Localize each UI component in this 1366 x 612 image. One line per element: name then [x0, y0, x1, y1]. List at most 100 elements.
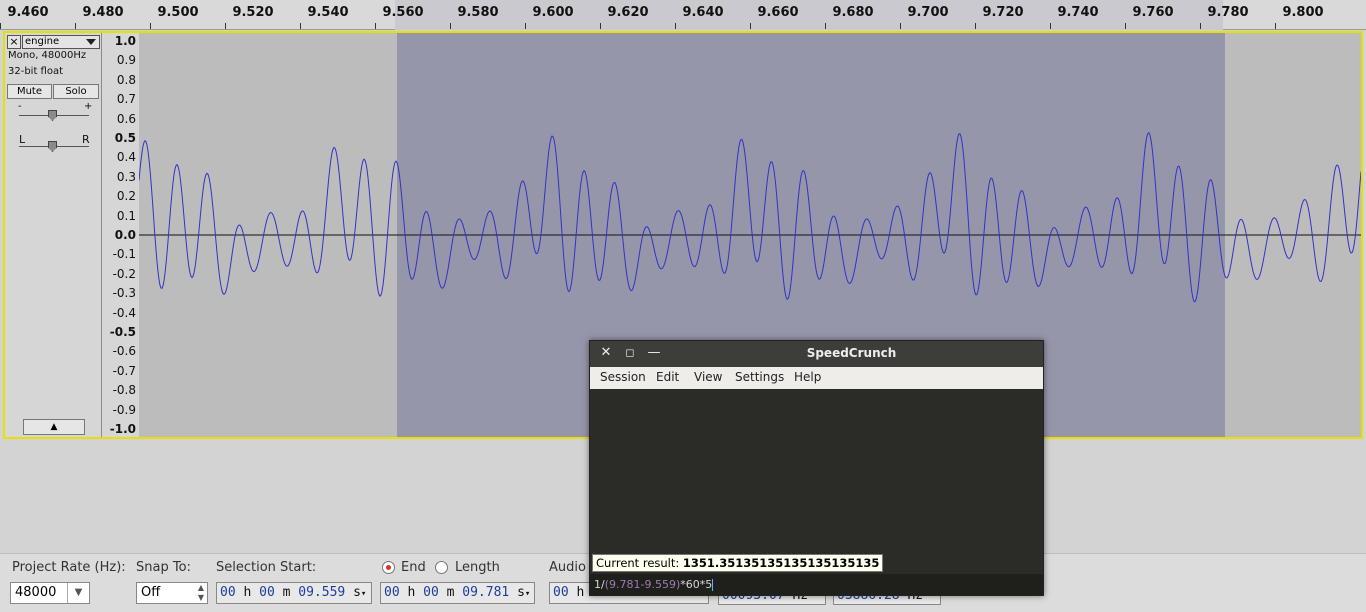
- length-radio[interactable]: [435, 561, 448, 574]
- amplitude-label: 0.3: [116, 169, 136, 184]
- chevron-down-icon[interactable]: ▼: [67, 583, 89, 603]
- expr-n1: 60: [685, 578, 700, 591]
- window-title: SpeedCrunch: [806, 346, 897, 360]
- amplitude-label: -0.8: [112, 383, 136, 398]
- menu-view[interactable]: View: [694, 370, 723, 384]
- ruler-label: 9.740: [1057, 5, 1099, 20]
- track-close-button[interactable]: ×: [7, 35, 21, 49]
- selection-end-time[interactable]: 00 h 00 m 09.781 s▾: [380, 582, 535, 604]
- ruler-tick: [150, 23, 151, 29]
- menu-bar: Session Edit View Settings Help: [590, 367, 1043, 389]
- waveform-path: [139, 132, 1361, 303]
- ruler-tick: [600, 23, 601, 29]
- expr-paren: (9.781-9.559): [604, 578, 681, 591]
- ruler-tick: [375, 23, 376, 29]
- ruler-label: 9.720: [982, 5, 1024, 20]
- ruler-tick: [75, 23, 76, 29]
- ruler-tick: [1125, 23, 1126, 29]
- ruler-label: 9.640: [682, 5, 724, 20]
- close-icon[interactable]: ✕: [600, 345, 612, 360]
- start-hours: 00: [220, 585, 236, 600]
- unit-hours: h: [576, 585, 585, 600]
- start-seconds: 09.559: [298, 585, 346, 600]
- end-minutes: 00: [423, 585, 439, 600]
- ruler-label: 9.500: [157, 5, 199, 20]
- ruler-label: 9.760: [1132, 5, 1174, 20]
- expr-op2: *: [699, 578, 706, 591]
- snap-to-select[interactable]: Off ▲ ▼: [136, 582, 208, 604]
- amplitude-label: -0.4: [112, 305, 136, 320]
- selection-start-label: Selection Start:: [216, 560, 317, 575]
- ruler-tick: [225, 23, 226, 29]
- ruler-tick: [900, 23, 901, 29]
- ruler-label: 9.460: [7, 5, 49, 20]
- amplitude-label: -0.1: [112, 247, 136, 262]
- ruler-tick: [1050, 23, 1051, 29]
- gain-slider-handle[interactable]: [48, 110, 57, 121]
- ruler-label: 9.780: [1207, 5, 1249, 20]
- track-format: Mono, 48000Hz: [8, 50, 87, 61]
- amplitude-label: -0.9: [112, 402, 136, 417]
- timeline-ruler[interactable]: 9.460 9.480 9.500 9.520 9.540 9.560 9.580 9.600…: [0, 0, 1366, 30]
- ruler-tick: [1275, 23, 1276, 29]
- minimize-icon[interactable]: —: [647, 345, 661, 360]
- ruler-label: 9.800: [1282, 5, 1324, 20]
- end-seconds: 09.781: [462, 585, 510, 600]
- ruler-label: 9.600: [532, 5, 574, 20]
- chevron-down-icon[interactable]: ▾: [360, 589, 367, 599]
- solo-button[interactable]: Solo: [53, 84, 99, 99]
- pan-right-label: R: [82, 133, 90, 146]
- amplitude-label: 0.8: [116, 72, 136, 87]
- expr-op1: *: [680, 578, 686, 591]
- result-label: Current result:: [596, 556, 680, 570]
- unit-minutes: m: [282, 585, 291, 600]
- ruler-label: 9.560: [382, 5, 424, 20]
- menu-settings[interactable]: Settings: [735, 370, 785, 384]
- unit-minutes: m: [446, 585, 455, 600]
- track-name-menu[interactable]: engine: [22, 35, 100, 49]
- track-name-label: engine: [25, 36, 60, 47]
- track-bit-depth: 32-bit float: [8, 66, 64, 77]
- menu-session[interactable]: Session: [600, 370, 646, 384]
- amplitude-label: -0.7: [112, 363, 136, 378]
- expression-input[interactable]: 1/(9.781-9.559)*60*5: [590, 574, 1043, 595]
- ruler-label: 9.580: [457, 5, 499, 20]
- selection-start-time[interactable]: 00 h 00 m 09.559 s▾: [216, 582, 372, 604]
- menu-edit[interactable]: Edit: [656, 370, 680, 384]
- mute-button[interactable]: Mute: [7, 84, 52, 99]
- gain-minus-label: -: [18, 101, 22, 112]
- speedcrunch-window[interactable]: ✕ ◻ — SpeedCrunch Session Edit View Sett…: [589, 340, 1044, 596]
- ruler-selection-band: [395, 0, 1223, 30]
- speedcrunch-titlebar[interactable]: ✕ ◻ — SpeedCrunch: [590, 341, 1043, 367]
- amplitude-label: -0.2: [112, 266, 136, 281]
- current-result-tooltip: Current result: 1351.3513513513513513513…: [592, 554, 884, 572]
- ruler-tick: [1200, 23, 1201, 29]
- pan-slider-handle[interactable]: [48, 141, 57, 152]
- menu-help[interactable]: Help: [794, 370, 822, 384]
- ruler-tick: [525, 23, 526, 29]
- amplitude-label: -1.0: [109, 422, 136, 436]
- expr-prefix: 1/: [594, 578, 605, 591]
- ruler-label: 9.540: [307, 5, 349, 20]
- unit-hours: h: [243, 585, 252, 600]
- ruler-tick: [975, 23, 976, 29]
- project-rate-combo[interactable]: 48000 ▼: [10, 582, 90, 604]
- expr-n2: 5: [705, 578, 713, 591]
- amplitude-label: -0.6: [112, 344, 136, 359]
- text-caret: [712, 579, 714, 591]
- amplitude-label: 0.0: [114, 228, 136, 242]
- ruler-label: 9.680: [832, 5, 874, 20]
- amplitude-label: 0.2: [116, 189, 136, 204]
- length-label: Length: [455, 560, 500, 575]
- amplitude-label: 0.5: [114, 131, 136, 145]
- ruler-tick: [450, 23, 451, 29]
- maximize-icon[interactable]: ◻: [625, 346, 635, 359]
- end-hours: 00: [384, 585, 400, 600]
- start-minutes: 00: [259, 585, 275, 600]
- chevron-down-icon[interactable]: ▾: [524, 589, 531, 599]
- audio-position-label: Audio: [549, 560, 586, 575]
- collapse-track-button[interactable]: ▲: [23, 419, 85, 435]
- collapse-icon: ▲: [50, 422, 58, 432]
- amplitude-label: 0.6: [116, 111, 136, 126]
- end-radio[interactable]: [382, 561, 395, 574]
